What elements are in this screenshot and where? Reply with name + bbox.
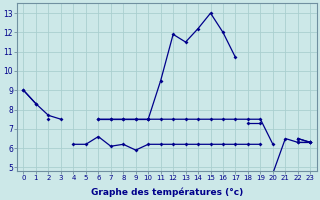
X-axis label: Graphe des températures (°c): Graphe des températures (°c)	[91, 187, 243, 197]
